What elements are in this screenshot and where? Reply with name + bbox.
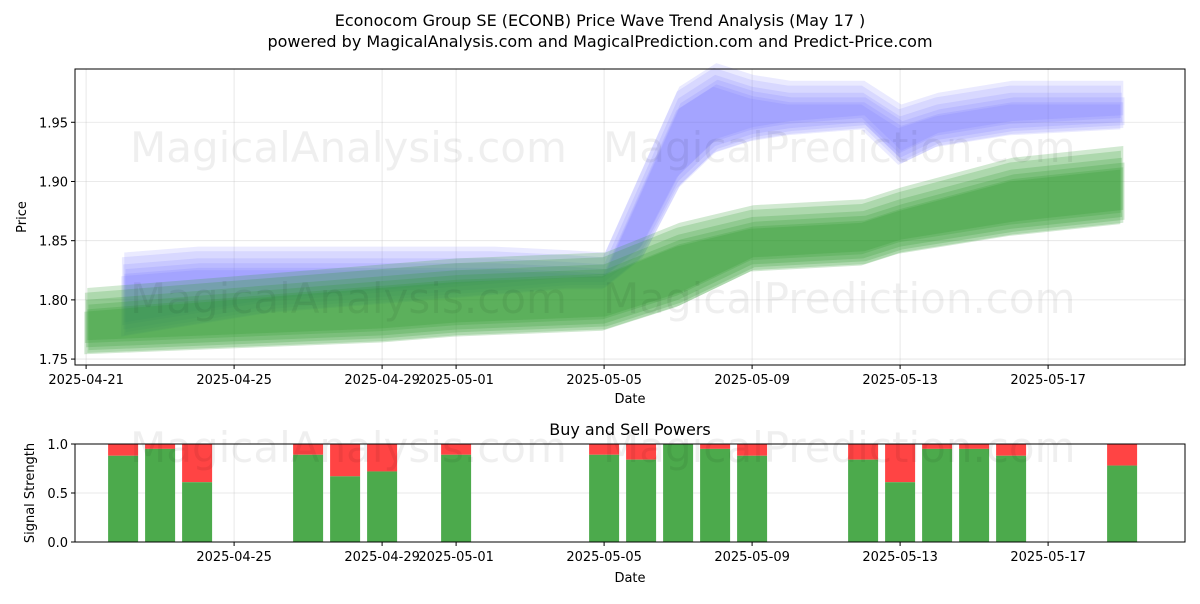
- bottom-y-tick-label: 1.0: [47, 438, 68, 453]
- top-x-tick-label: 2025-04-29: [344, 373, 420, 388]
- top-watermarks: MagicalAnalysis.com MagicalPrediction.co…: [130, 123, 1076, 323]
- top-y-tick-label: 1.85: [39, 235, 68, 250]
- blue-wave-band: [121, 67, 1121, 326]
- bottom-y-ticks: 0.0 0.5 1.0: [47, 438, 75, 551]
- top-x-tick-label: 2025-05-17: [1010, 373, 1086, 388]
- green-wave-band: [84, 150, 1121, 343]
- bottom-x-tick-label: 2025-05-17: [1010, 550, 1086, 565]
- top-x-tick-label: 2025-04-21: [48, 373, 124, 388]
- top-x-tick-label: 2025-05-01: [418, 373, 494, 388]
- top-y-ticks: 1.75 1.80 1.85 1.90 1.95: [39, 116, 75, 368]
- top-x-tick-label: 2025-04-25: [196, 373, 272, 388]
- buy-power-bar: [663, 444, 694, 542]
- bottom-y-tick-label: 0.0: [47, 536, 68, 551]
- bottom-x-tick-label: 2025-05-13: [862, 550, 938, 565]
- green-wave-band: [88, 162, 1125, 351]
- top-y-tick-label: 1.90: [39, 175, 68, 190]
- green-wave-band: [87, 146, 1124, 341]
- buy-power-bar: [885, 482, 916, 542]
- sell-power-bar: [441, 444, 472, 455]
- top-y-tick-label: 1.75: [39, 353, 68, 368]
- sell-power-bar: [108, 444, 139, 456]
- watermark-mid-right: MagicalPrediction.com: [603, 274, 1076, 323]
- blue-wave-band: [125, 79, 1125, 333]
- top-y-axis-label: Price: [15, 201, 30, 233]
- sell-power-bar: [885, 444, 916, 483]
- top-grid: [75, 69, 1185, 365]
- buy-power-bar: [996, 455, 1027, 542]
- green-wave-band: [84, 169, 1121, 355]
- watermark-bottom-right: MagicalPrediction.com: [603, 423, 1076, 472]
- sell-power-bar: [626, 444, 657, 460]
- buy-power-bar: [959, 448, 990, 542]
- top-x-ticks: 2025-04-21 2025-04-25 2025-04-292025-05-01…: [48, 365, 1086, 388]
- sell-power-bar: [293, 444, 324, 455]
- buy-power-bar: [848, 459, 879, 542]
- top-x-axis-label: Date: [614, 392, 645, 407]
- buy-power-bar: [922, 448, 953, 542]
- chart-title-line2: powered by MagicalAnalysis.com and Magic…: [267, 32, 932, 51]
- buy-power-bar: [367, 471, 398, 542]
- blue-wave-band: [124, 63, 1124, 323]
- bottom-x-tick-label: 2025-05-01: [418, 550, 494, 565]
- chart-title-line1: Econocom Group SE (ECONB) Price Wave Tre…: [335, 11, 866, 30]
- buy-power-bar: [589, 454, 620, 542]
- green-wave-band: [87, 167, 1124, 353]
- watermark-bottom-left: MagicalAnalysis.com: [130, 423, 567, 472]
- top-x-tick-label: 2025-05-05: [566, 373, 642, 388]
- buy-power-bar: [737, 455, 768, 542]
- buy-power-bar: [145, 448, 176, 542]
- bottom-watermarks: MagicalAnalysis.com MagicalPrediction.co…: [130, 423, 1076, 472]
- sell-power-bar: [589, 444, 620, 455]
- green-wave-band: [86, 157, 1123, 348]
- buy-power-bar: [441, 454, 472, 542]
- bottom-x-tick-label: 2025-04-25: [196, 550, 272, 565]
- sell-power-bar: [848, 444, 879, 460]
- bottom-chart-title: Buy and Sell Powers: [549, 420, 711, 439]
- blue-wave-band: [123, 74, 1123, 330]
- bottom-x-tick-label: 2025-04-29: [344, 550, 420, 565]
- sell-power-bar: [182, 444, 213, 483]
- sell-power-bar: [737, 444, 768, 456]
- sell-power-bar: [959, 444, 990, 449]
- watermark-mid-left: MagicalAnalysis.com: [130, 274, 567, 323]
- buy-power-bar: [700, 448, 731, 542]
- bottom-y-axis-label: Signal Strength: [23, 443, 38, 543]
- sell-power-bar: [145, 444, 176, 449]
- bottom-y-tick-label: 0.5: [47, 487, 68, 502]
- bottom-bars: [108, 444, 1138, 542]
- bottom-x-axis-label: Date: [614, 571, 645, 586]
- blue-wave-band: [124, 84, 1124, 336]
- sell-power-bar: [700, 444, 731, 449]
- buy-power-bar: [108, 455, 139, 542]
- bottom-x-tick-label: 2025-05-05: [566, 550, 642, 565]
- top-bands: [84, 63, 1125, 355]
- sell-power-bar: [367, 444, 398, 472]
- buy-power-bar: [330, 476, 361, 542]
- top-axes-frame: [74, 68, 1186, 366]
- bottom-x-tick-label: 2025-05-09: [714, 550, 790, 565]
- top-y-tick-label: 1.95: [39, 116, 68, 131]
- top-y-tick-label: 1.80: [39, 294, 68, 309]
- top-x-tick-label: 2025-05-13: [862, 373, 938, 388]
- sell-power-bar: [330, 444, 361, 477]
- sell-power-bar: [922, 444, 953, 449]
- blue-wave-band: [121, 86, 1121, 337]
- buy-power-bar: [293, 454, 324, 542]
- watermark-top-left: MagicalAnalysis.com: [130, 123, 567, 172]
- buy-power-bar: [182, 482, 213, 542]
- buy-power-bar: [1107, 465, 1138, 542]
- top-x-tick-label: 2025-05-09: [714, 373, 790, 388]
- sell-power-bar: [1107, 444, 1138, 466]
- watermark-top-right: MagicalPrediction.com: [603, 123, 1076, 172]
- sell-power-bar: [996, 444, 1027, 456]
- buy-power-bar: [626, 459, 657, 542]
